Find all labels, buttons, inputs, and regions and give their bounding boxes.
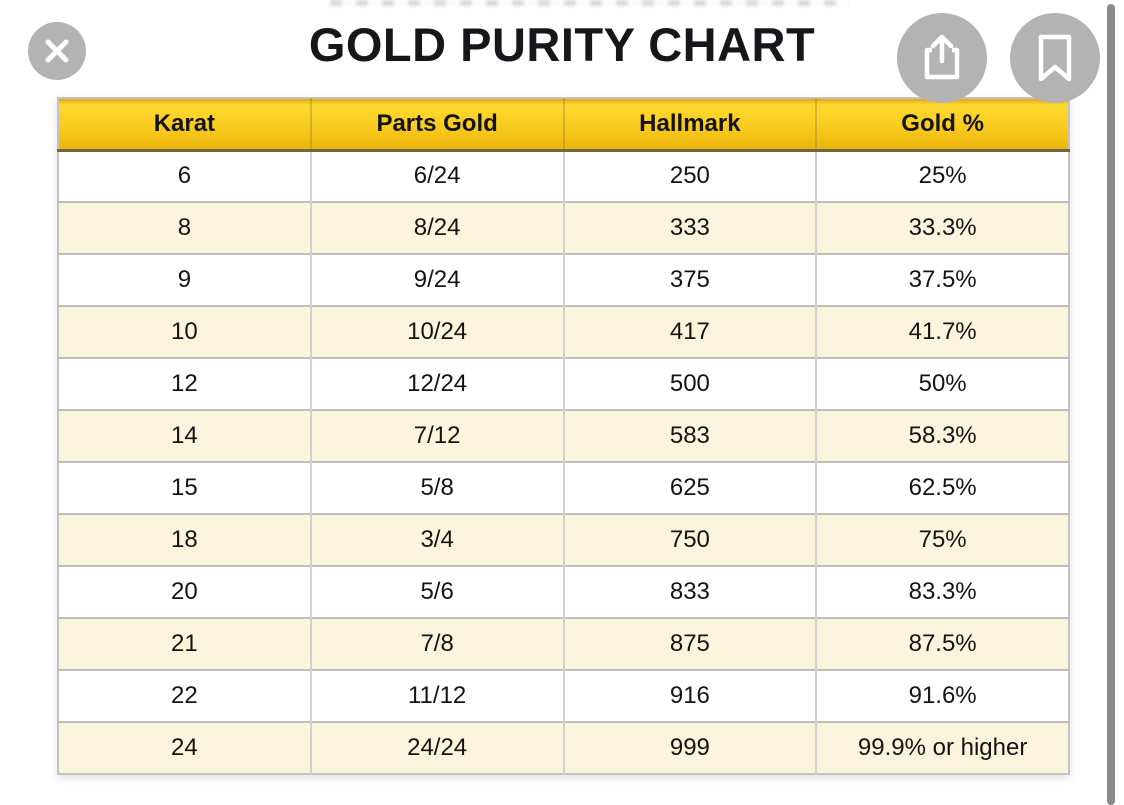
table-cell: 25%: [815, 149, 1069, 202]
table-row: 24 24/24 999 99.9% or higher: [58, 721, 1069, 774]
table-cell: 87.5%: [815, 617, 1069, 670]
share-icon: [918, 32, 966, 84]
table-row: 15 5/8 625 62.5%: [58, 461, 1069, 514]
column-header-gold-pct: Gold %: [815, 98, 1069, 152]
table-row: 22 11/12 916 91.6%: [58, 669, 1069, 722]
table-cell: 6: [58, 149, 311, 202]
table-cell: 91.6%: [815, 669, 1069, 722]
table-cell: 833: [562, 565, 817, 618]
table-cell: 12: [58, 357, 311, 410]
table-cell: 37.5%: [815, 253, 1069, 306]
bookmark-icon: [1034, 33, 1076, 83]
column-header-hallmark: Hallmark: [562, 98, 817, 152]
page-title: GOLD PURITY CHART: [308, 18, 816, 71]
table-cell: 999: [562, 721, 817, 774]
table-row: 18 3/4 750 75%: [58, 513, 1069, 566]
vertical-scrollbar[interactable]: [1107, 4, 1115, 805]
table-cell: 583: [562, 409, 817, 462]
table-header: Karat Parts Gold Hallmark Gold %: [58, 98, 1069, 152]
header-row: Karat Parts Gold Hallmark Gold %: [58, 98, 1069, 152]
share-button[interactable]: [897, 13, 987, 103]
table-cell: 24/24: [309, 721, 564, 774]
table-cell: 21: [58, 617, 311, 670]
table-cell: 9/24: [309, 253, 564, 306]
table-cell: 875: [562, 617, 817, 670]
column-header-parts-gold: Parts Gold: [309, 98, 564, 152]
table-cell: 20: [58, 565, 311, 618]
table-cell: 6/24: [309, 149, 564, 202]
table-cell: 750: [562, 513, 817, 566]
column-header-karat: Karat: [58, 98, 311, 152]
table-cell: 18: [58, 513, 311, 566]
table-cell: 333: [562, 201, 817, 254]
table-cell: 62.5%: [815, 461, 1069, 514]
table-cell: 14: [58, 409, 311, 462]
cropped-text-artifact: [330, 0, 850, 6]
table-cell: 33.3%: [815, 201, 1069, 254]
table-cell: 12/24: [309, 357, 564, 410]
table-cell: 625: [562, 461, 817, 514]
table-row: 9 9/24 375 37.5%: [58, 253, 1069, 306]
table-cell: 7/12: [309, 409, 564, 462]
table-cell: 916: [562, 669, 817, 722]
table-cell: 3/4: [309, 513, 564, 566]
table-cell: 83.3%: [815, 565, 1069, 618]
table-cell: 99.9% or higher: [815, 721, 1069, 774]
bookmark-button[interactable]: [1010, 13, 1100, 103]
table-row: 10 10/24 417 41.7%: [58, 305, 1069, 358]
table-cell: 500: [562, 357, 817, 410]
table-row: 20 5/6 833 83.3%: [58, 565, 1069, 618]
table-cell: 15: [58, 461, 311, 514]
table-cell: 10/24: [309, 305, 564, 358]
table-row: 8 8/24 333 33.3%: [58, 201, 1069, 254]
table-row: 14 7/12 583 58.3%: [58, 409, 1069, 462]
table-cell: 50%: [815, 357, 1069, 410]
table-cell: 11/12: [309, 669, 564, 722]
table-cell: 24: [58, 721, 311, 774]
table-cell: 7/8: [309, 617, 564, 670]
table-cell: 9: [58, 253, 311, 306]
table-cell: 417: [562, 305, 817, 358]
table-cell: 10: [58, 305, 311, 358]
table-row: 12 12/24 500 50%: [58, 357, 1069, 410]
table-body: 6 6/24 250 25% 8 8/24 333 33.3% 9 9/24 375 37.5% 10 1…: [58, 149, 1069, 774]
table-cell: 5/6: [309, 565, 564, 618]
table-row: 6 6/24 250 25%: [58, 149, 1069, 202]
close-button[interactable]: [28, 22, 86, 80]
table-cell: 5/8: [309, 461, 564, 514]
close-icon: [42, 36, 72, 66]
table-cell: 58.3%: [815, 409, 1069, 462]
table-cell: 8: [58, 201, 311, 254]
table-cell: 375: [562, 253, 817, 306]
table-cell: 8/24: [309, 201, 564, 254]
table-cell: 75%: [815, 513, 1069, 566]
table-cell: 250: [562, 149, 817, 202]
table-row: 21 7/8 875 87.5%: [58, 617, 1069, 670]
gold-purity-table: Karat Parts Gold Hallmark Gold % 6 6/24 25…: [57, 97, 1070, 775]
table-cell: 41.7%: [815, 305, 1069, 358]
table-cell: 22: [58, 669, 311, 722]
